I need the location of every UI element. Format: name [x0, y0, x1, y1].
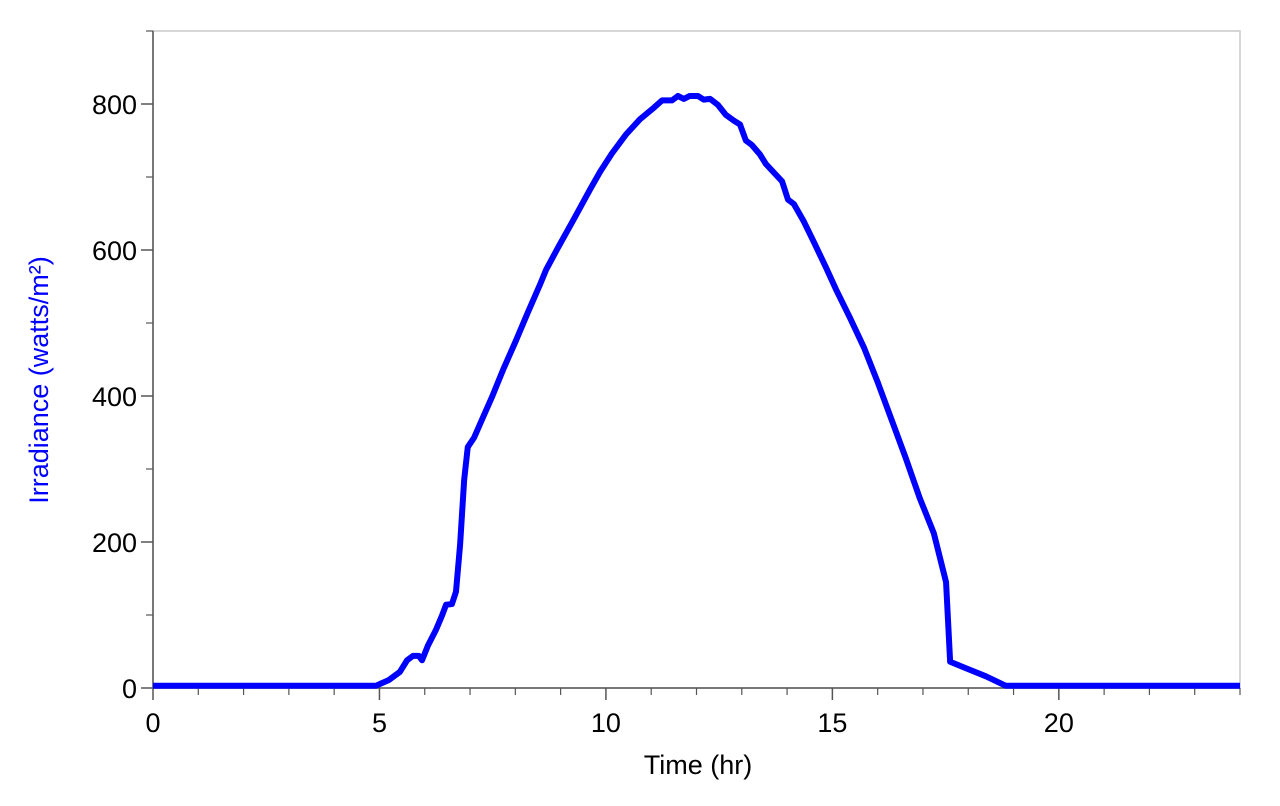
y-axis-label: Irradiance (watts/m²): [24, 256, 54, 504]
x-tick-label: 20: [1044, 708, 1074, 738]
x-tick-label: 10: [591, 708, 621, 738]
y-tick-label: 400: [92, 382, 137, 412]
y-tick-label: 600: [92, 236, 137, 266]
data-line: [153, 92, 1240, 689]
y-tick-label: 0: [122, 674, 137, 704]
plot-frame: [152, 30, 1241, 689]
y-tick-label: 800: [92, 90, 137, 120]
y-tick-label: 200: [92, 528, 137, 558]
x-tick-label: 15: [817, 708, 847, 738]
x-axis-label: Time (hr): [644, 750, 753, 780]
x-tick-label: 5: [372, 708, 387, 738]
x-tick-label: 0: [145, 708, 160, 738]
